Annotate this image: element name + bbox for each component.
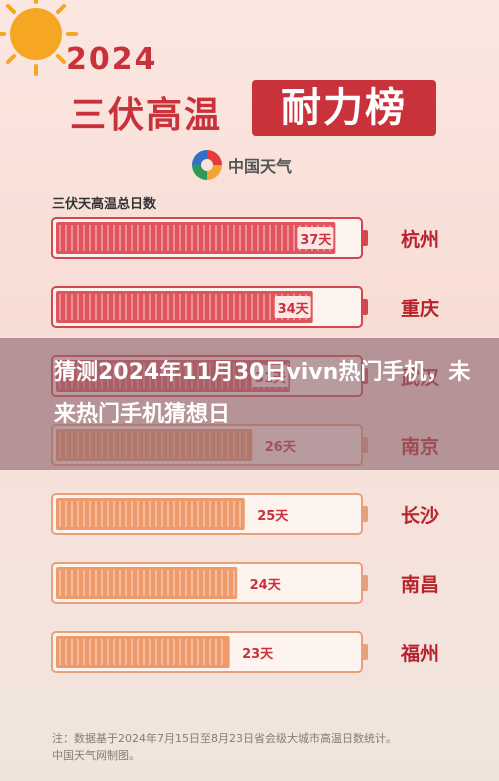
bar	[56, 222, 336, 254]
footnote-line1: 注：数据基于2024年7月15日至8月23日省会级大城市高温日数统计。	[52, 732, 397, 745]
poster-banner: 三伏高温 耐力榜	[58, 80, 438, 136]
bar-cap	[362, 230, 368, 246]
category-label: 重庆	[401, 297, 439, 320]
bar	[56, 636, 230, 668]
bar-value-label: 34天	[278, 302, 310, 317]
weather-logo: 中国天气	[192, 150, 292, 180]
footnote: 注：数据基于2024年7月15日至8月23日省会级大城市高温日数统计。 中国天气…	[52, 730, 472, 764]
sun-icon	[0, 0, 78, 76]
category-label: 南昌	[401, 574, 439, 596]
bar-row: 24天 南昌	[51, 562, 439, 604]
chart-title: 三伏天高温总日数	[52, 197, 157, 212]
poster-year: 2024	[66, 42, 158, 77]
title-overlay	[0, 338, 499, 470]
bar-value-label: 37天	[300, 233, 332, 248]
poster-title-part2: 耐力榜	[252, 80, 436, 136]
bar-value-badge	[274, 296, 311, 318]
bar-row: 25天 长沙	[51, 493, 439, 535]
bar-cap	[362, 506, 368, 522]
bar-cap	[362, 644, 368, 660]
category-label: 长沙	[401, 505, 439, 527]
article-title[interactable]: 猜测2024年11月30日vivn热门手机，未来热门手机猜想日	[54, 360, 471, 427]
bar	[56, 291, 313, 323]
category-label: 福州	[400, 642, 439, 665]
bar-row: 23天 福州	[51, 631, 439, 673]
poster-title-part1: 三伏高温	[70, 95, 223, 136]
bar-value-label: 25天	[257, 509, 289, 524]
bar-cap	[362, 575, 368, 591]
bar	[56, 567, 238, 599]
weather-logo-text: 中国天气	[228, 157, 293, 176]
footnote-line2: 中国天气网制图。	[52, 749, 140, 762]
weather-logo-icon	[192, 150, 222, 180]
category-label: 杭州	[401, 228, 439, 251]
bar-value-label: 24天	[250, 578, 282, 593]
bar-value-label: 23天	[242, 647, 274, 662]
bar-row: 34天 重庆	[51, 286, 439, 328]
bar-cap	[362, 299, 368, 315]
bar-row: 37天 杭州	[51, 217, 439, 259]
bar	[56, 498, 245, 530]
bar-value-badge	[297, 227, 334, 249]
